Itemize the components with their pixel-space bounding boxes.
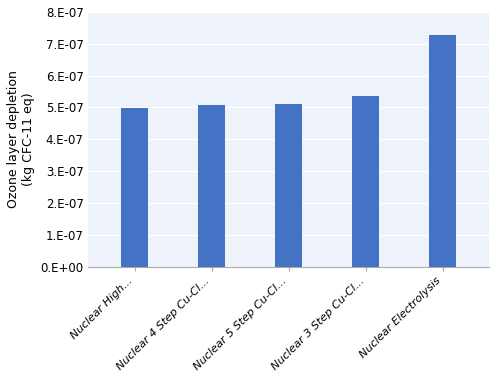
Bar: [352, 96, 379, 267]
Y-axis label: Ozone layer depletion
(kg CFC-11 eq): Ozone layer depletion (kg CFC-11 eq): [7, 70, 35, 208]
Bar: [430, 35, 456, 267]
Bar: [275, 104, 302, 267]
Bar: [121, 108, 148, 267]
Bar: [198, 105, 225, 267]
